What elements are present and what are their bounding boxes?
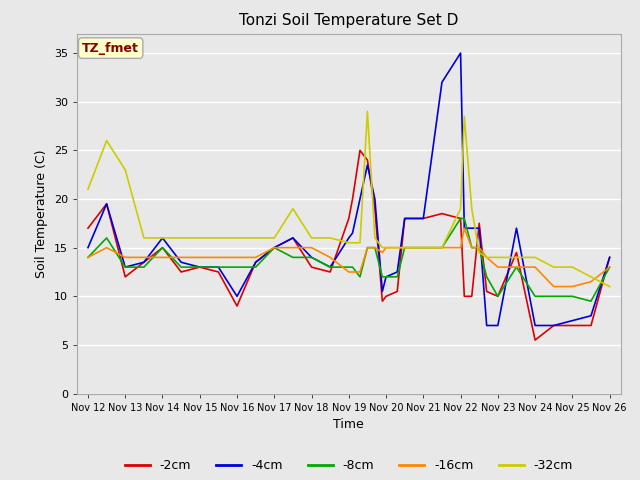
X-axis label: Time: Time — [333, 418, 364, 431]
Legend: -2cm, -4cm, -8cm, -16cm, -32cm: -2cm, -4cm, -8cm, -16cm, -32cm — [120, 455, 578, 477]
Title: Tonzi Soil Temperature Set D: Tonzi Soil Temperature Set D — [239, 13, 458, 28]
Y-axis label: Soil Temperature (C): Soil Temperature (C) — [35, 149, 48, 278]
Text: TZ_fmet: TZ_fmet — [82, 42, 139, 55]
